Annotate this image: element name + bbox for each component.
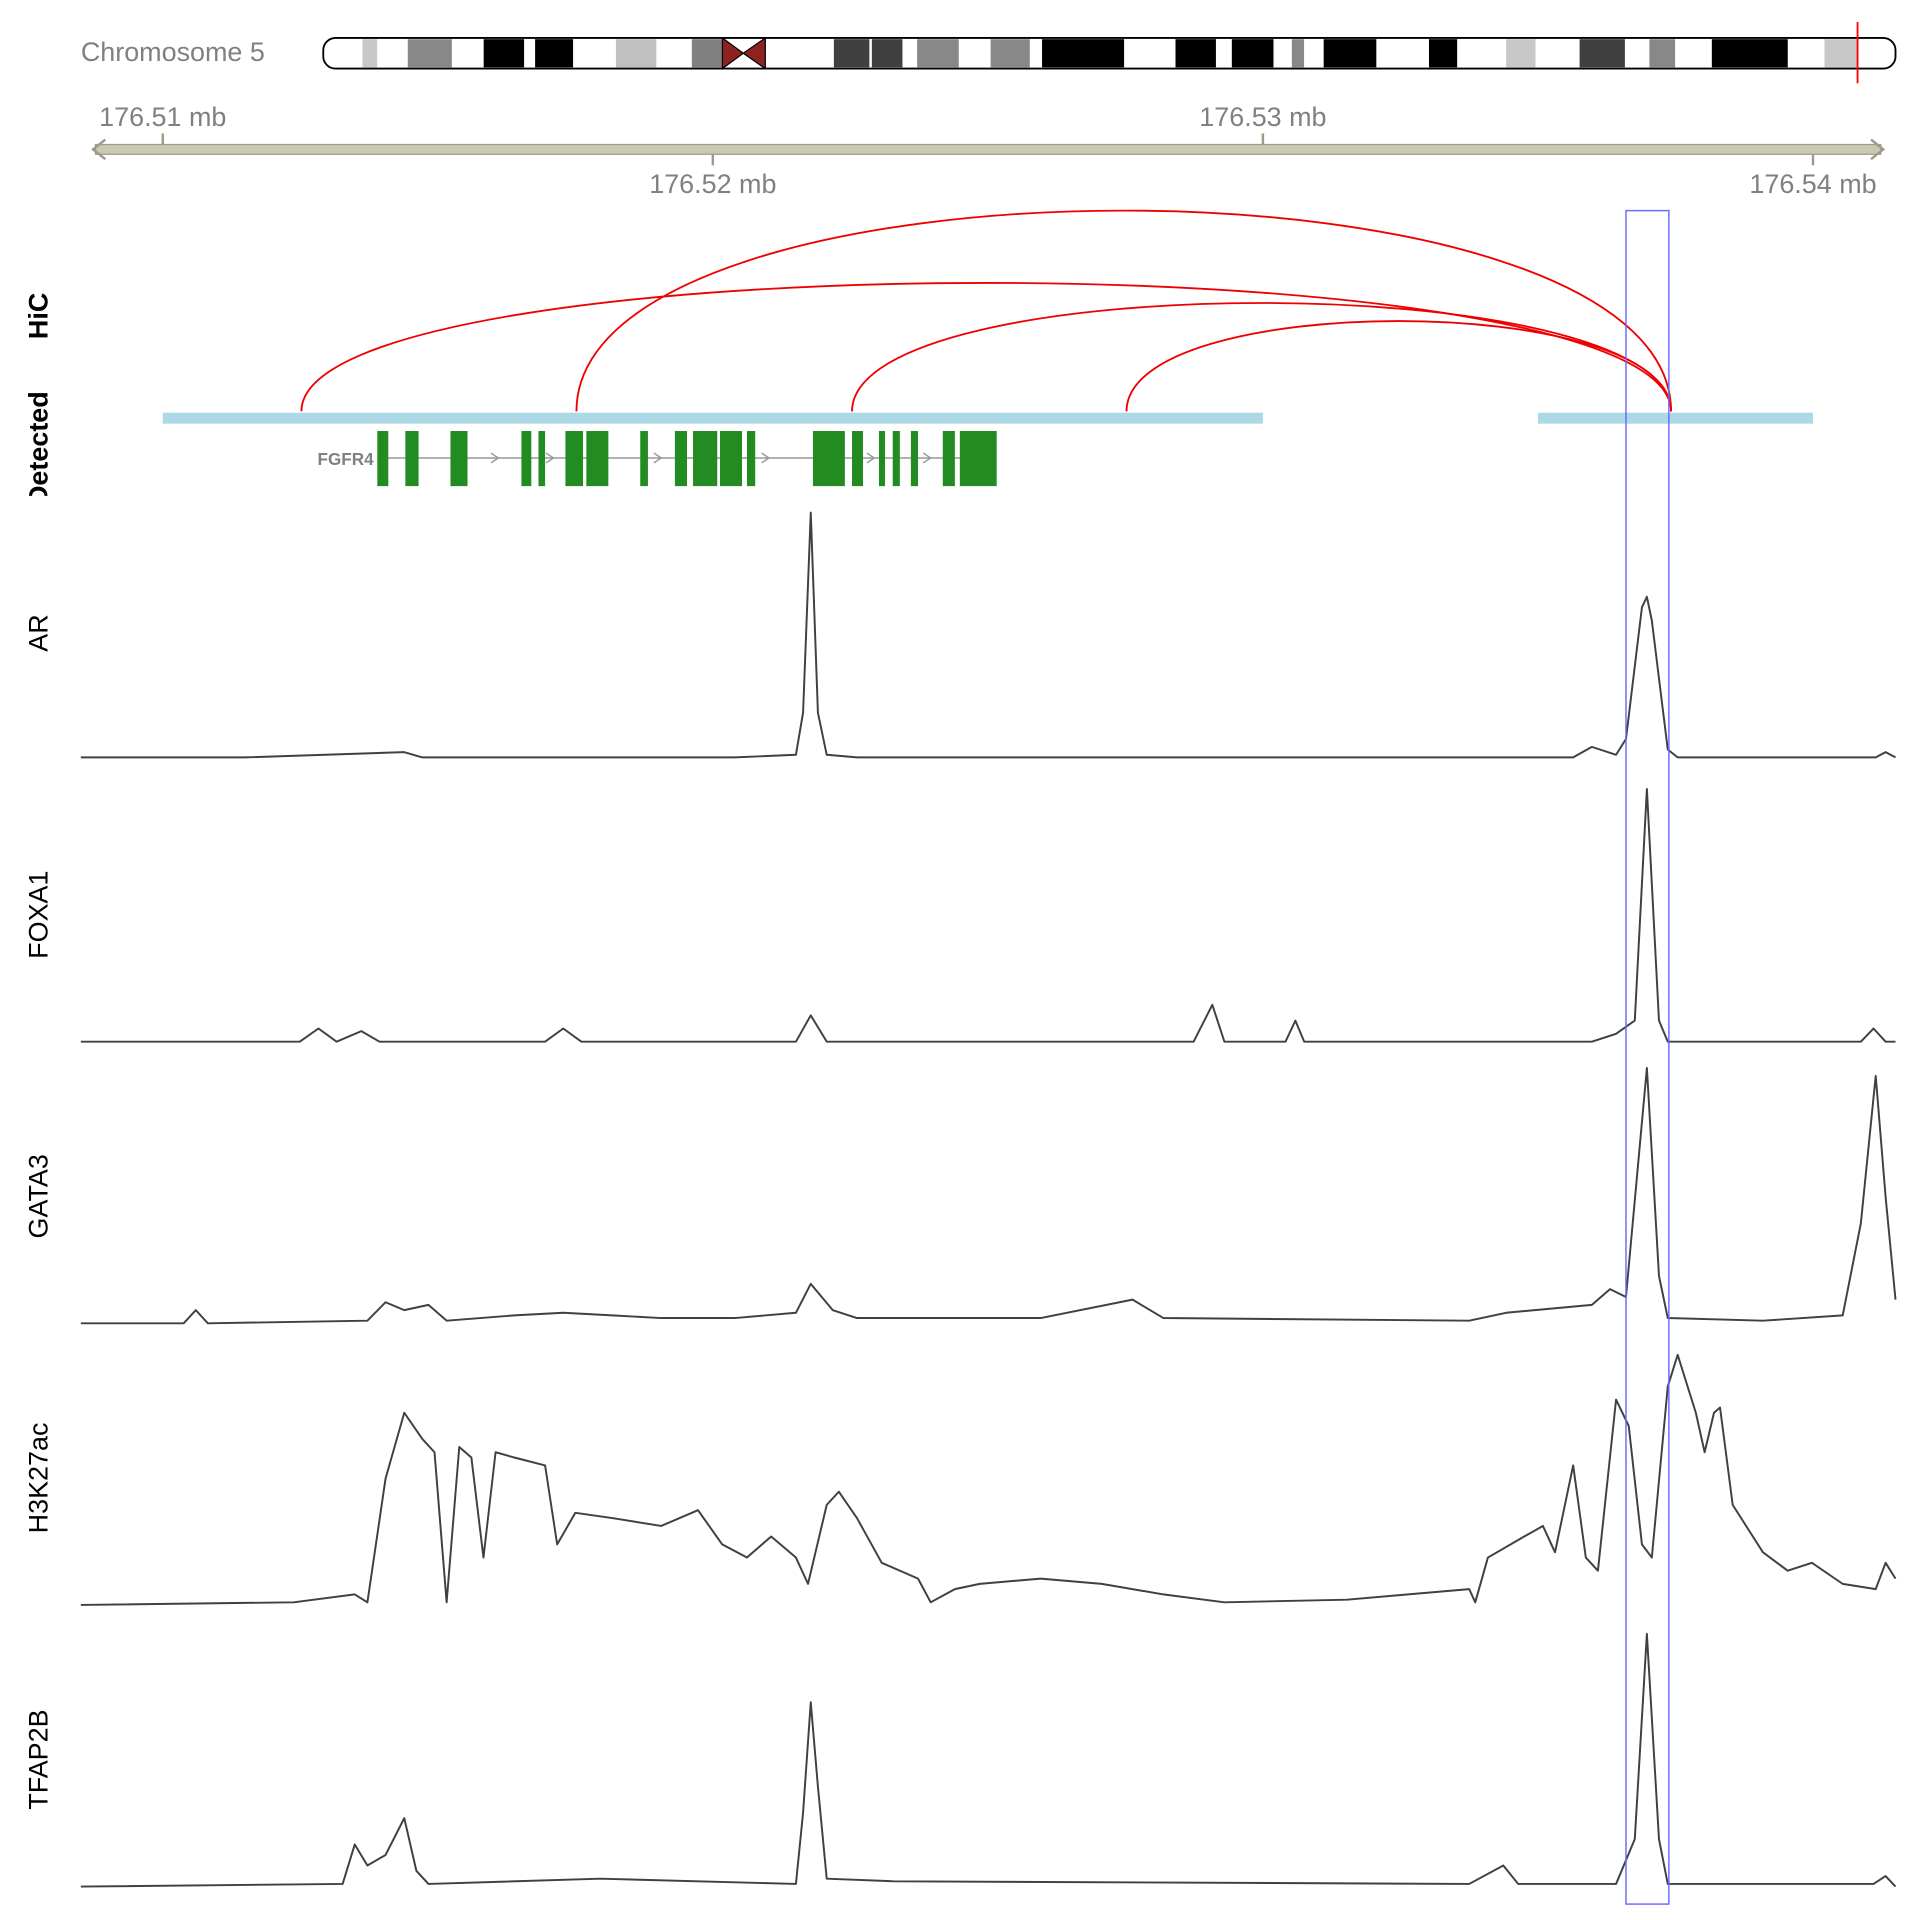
track-label: GATA3 — [24, 1154, 54, 1238]
hic-arc — [575, 209, 1673, 412]
exon — [450, 431, 468, 487]
exon — [640, 431, 648, 487]
signal-line — [80, 511, 1896, 759]
exon — [586, 431, 609, 487]
exon — [959, 431, 997, 487]
exon — [878, 431, 886, 487]
exon — [565, 431, 584, 487]
track-label: HiC — [24, 293, 54, 339]
x-tick-label: 176.53 mb — [1199, 102, 1326, 132]
track-label: TFAP2B — [24, 1709, 54, 1809]
signal-line — [80, 1353, 1897, 1606]
x-tick-label: 176.51 mb — [99, 102, 226, 132]
exon — [377, 431, 389, 487]
highlight-box — [1625, 209, 1670, 1905]
signal-line — [80, 1632, 1897, 1888]
x-tick-label: 176.52 mb — [649, 169, 776, 199]
hic-arc — [1125, 320, 1673, 412]
exon — [674, 431, 687, 487]
exon — [538, 431, 546, 487]
exon — [693, 431, 718, 487]
hic-arc — [300, 281, 1673, 412]
detected-interval — [1537, 412, 1813, 424]
x-tick-label: 176.54 mb — [1749, 169, 1876, 199]
exon — [720, 431, 743, 487]
ideogram — [322, 22, 1897, 84]
ideogram-label: Chromosome 5 — [81, 37, 265, 67]
exon — [405, 431, 419, 487]
hic-arc — [851, 302, 1673, 412]
gene-label: FGFR4 — [317, 449, 374, 469]
track-label: Detected — [24, 391, 54, 505]
track-label: AR — [24, 614, 54, 651]
signal-line — [80, 787, 1896, 1043]
exon — [910, 431, 919, 487]
signal-line — [80, 1066, 1897, 1325]
exon — [521, 431, 532, 487]
genome-axis — [91, 138, 1886, 161]
exon — [852, 431, 864, 487]
track-label: FOXA1 — [24, 871, 54, 959]
track-label: H3K27ac — [24, 1423, 54, 1534]
exon — [812, 431, 845, 487]
exon — [746, 431, 756, 487]
exon — [892, 431, 900, 487]
detected-interval — [162, 412, 1263, 424]
exon — [942, 431, 955, 487]
